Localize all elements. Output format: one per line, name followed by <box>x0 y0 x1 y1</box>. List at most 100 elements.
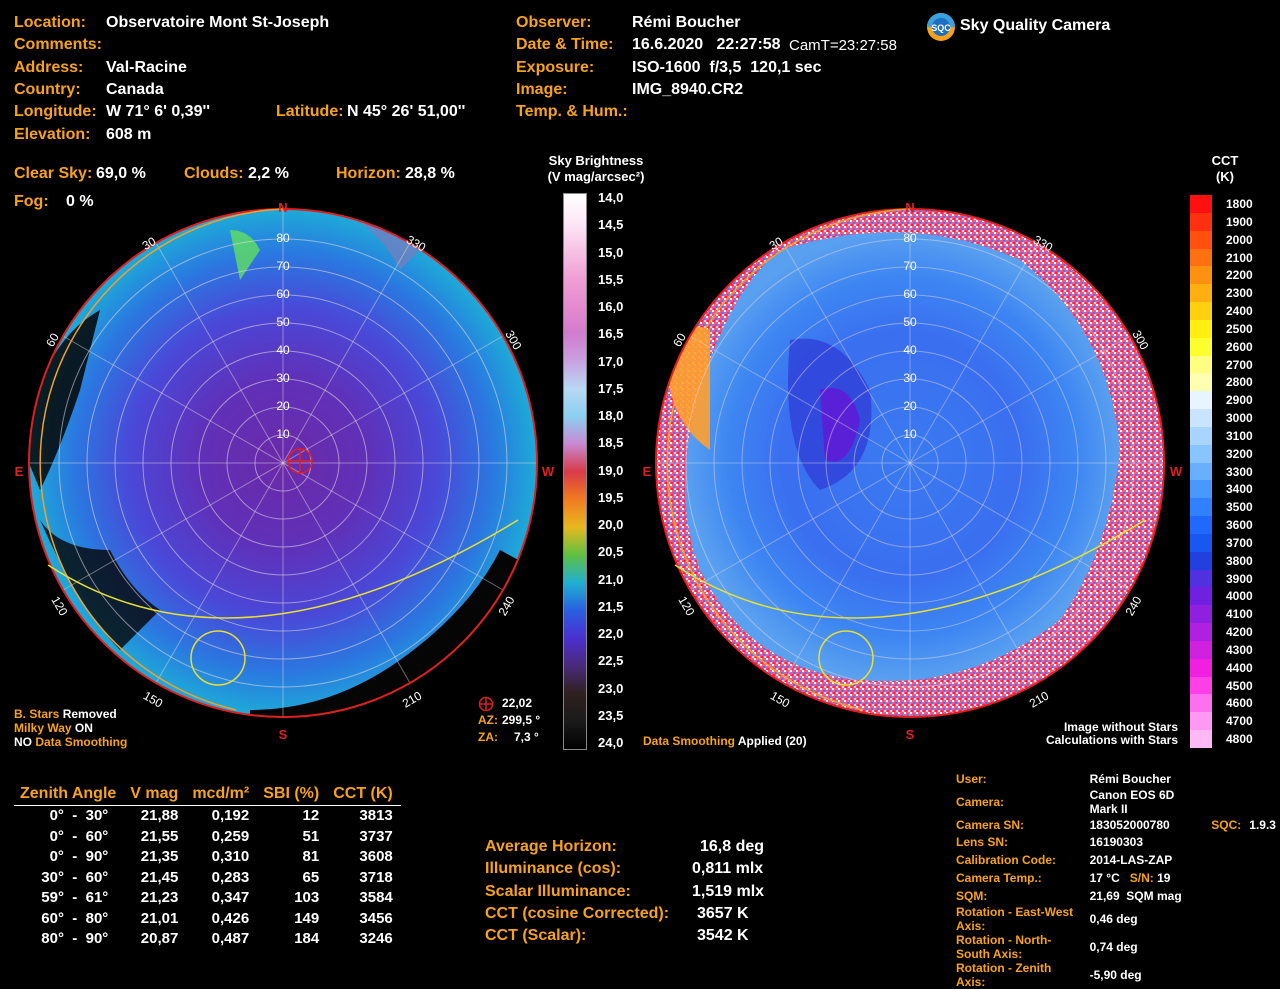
camera-label: Camera: <box>956 794 1005 809</box>
table-cell: 0,310 <box>211 848 250 865</box>
comments-label: Comments: <box>14 36 103 53</box>
cct-tick: 4600 <box>1226 696 1253 711</box>
cct-north-label: N <box>905 200 914 215</box>
cct-tick: 2500 <box>1226 321 1253 336</box>
azimuth-spokes <box>29 209 537 717</box>
summary-label: Scalar Illuminance: <box>485 883 631 900</box>
cct-ring-labels: 80 70 60 50 40 30 20 10 <box>903 231 917 441</box>
cct-color-block <box>1190 391 1212 410</box>
zenith-angle-table: Zenith Angle V mag mcd/m² SBI (%) CCT (K) 0°… <box>14 783 401 950</box>
table-cell: 59° - 61° <box>41 889 109 906</box>
zenith-table-header-cell: Zenith Angle <box>14 783 125 806</box>
cct-color-block <box>1190 533 1212 553</box>
rotation-ew-label: Rotation - East-West Axis: <box>956 904 1074 933</box>
table-cell: 103 <box>294 889 320 906</box>
address-label: Address: <box>14 59 84 76</box>
table-cell: 60° - 80° <box>41 909 109 927</box>
cct-tick: 2800 <box>1226 375 1253 390</box>
cct-tick: 2700 <box>1226 357 1253 372</box>
cct-tick: 1800 <box>1226 197 1253 211</box>
cct-color-block <box>1190 480 1212 499</box>
cct-map: 80 70 60 50 40 30 20 10 N S E W 30 60 12… <box>643 200 1183 742</box>
brightness-ticks: 14,0 14,5 15,0 15,5 16,0 16,5 17,0 17,5 18,0 18,5… <box>598 190 638 750</box>
user-value: Rémi Boucher <box>1089 771 1171 786</box>
brightness-unit: (V mag/arcsec²) <box>547 169 645 184</box>
clear-sky-value: 69,0 % <box>96 165 146 182</box>
cct-color-block <box>1190 623 1212 642</box>
zenith-table-header-cell: CCT (K) <box>327 783 401 806</box>
observer-value: Rémi Boucher <box>632 14 741 31</box>
az-label-150: 150 <box>141 688 166 710</box>
summary-label: Illuminance (cos): <box>485 860 622 877</box>
cct-tick: 3200 <box>1226 446 1253 461</box>
cct-tick: 2000 <box>1226 232 1253 247</box>
cct-color-block <box>1190 462 1212 481</box>
table-cell: 3737 <box>359 827 393 845</box>
logo-text: Sky Quality Camera <box>960 17 1111 34</box>
clouds-label: Clouds: <box>184 165 244 182</box>
cct-ring-label-50: 50 <box>903 315 917 329</box>
table-cell: 20,87 <box>140 930 179 947</box>
cct-azimuth-spokes <box>656 209 1164 717</box>
cct-color-block <box>1190 551 1212 571</box>
datetime-value: 16.6.2020 22:27:58 <box>632 36 781 53</box>
moon-marker <box>190 630 246 686</box>
zenith-table-header-cell: mcd/m² <box>186 783 258 806</box>
cct-color-block <box>1190 640 1212 660</box>
location-label: Location: <box>14 14 86 31</box>
table-cell: 21,88 <box>140 807 179 824</box>
az-value: 299,5 ° <box>502 713 541 727</box>
cct-tick: 4800 <box>1226 732 1253 747</box>
logo-badge-text: SQC <box>931 23 951 33</box>
cct-color-block <box>1190 266 1212 285</box>
brightness-tick: 17,5 <box>598 380 624 396</box>
summary-label: CCT (cosine Corrected): <box>485 905 670 922</box>
camera-sn-value: 183052000780 <box>1089 817 1170 832</box>
cct-color-block <box>1190 373 1212 392</box>
brightness-tick: 24,0 <box>598 735 624 750</box>
cct-tick: 3500 <box>1226 500 1253 515</box>
cct-east-label: E <box>643 464 652 479</box>
note-b-2: Data Smoothing <box>35 735 128 749</box>
table-cell: 3608 <box>359 848 393 865</box>
summary-value: 3657 K <box>697 905 749 922</box>
brightness-scale-title: Sky Brightness (V mag/arcsec²) <box>546 153 646 185</box>
horizon-label: Horizon: <box>336 165 401 182</box>
cct-coolest-zone <box>820 388 860 462</box>
country-value: Canada <box>106 81 164 98</box>
cct-tick: 4200 <box>1226 625 1253 640</box>
brightness-tick: 15,5 <box>598 271 624 287</box>
table-row: 0° - 60° 21,55 0,259 51 3737 <box>14 827 401 848</box>
cct-tick: 3000 <box>1226 411 1253 426</box>
zenith-table-header-cell: V mag <box>124 783 187 806</box>
cct-title: CCT <box>1211 153 1239 168</box>
ring-label-20: 20 <box>276 399 290 413</box>
cct-color-block <box>1190 498 1212 517</box>
brightness-tick: 15,0 <box>598 244 624 260</box>
note-b-0: Removed <box>59 707 117 721</box>
rotation-zenith-value: -5,90 deg <box>1089 967 1142 982</box>
az-label-210: 210 <box>400 688 425 710</box>
cct-colorbar <box>1190 195 1212 749</box>
cct-ring-label-10: 10 <box>903 427 917 441</box>
longitude-label: Longitude: <box>14 103 97 120</box>
ring-label-30: 30 <box>276 371 290 385</box>
cct-color-block <box>1190 195 1212 214</box>
camera-temp-label: Camera Temp.: <box>956 871 1042 886</box>
table-cell: 21,35 <box>140 848 179 865</box>
table-row: 59° - 61° 21,23 0,347 103 3584 <box>14 888 401 909</box>
table-cell: 0° - 60° <box>49 827 109 845</box>
cct-tick: 3700 <box>1226 535 1253 550</box>
table-cell: 0,259 <box>211 827 250 845</box>
altitude-rings <box>58 238 508 688</box>
cct-color-block <box>1190 516 1212 535</box>
exposure-label: Exposure: <box>516 59 595 76</box>
ring-label-80: 80 <box>276 231 290 245</box>
cct-color-block <box>1190 730 1212 749</box>
sqc-version-label: SQC: <box>1211 817 1242 832</box>
table-cell: 3584 <box>359 889 393 906</box>
brightness-colorbar <box>563 193 587 750</box>
north-label: N <box>278 200 287 215</box>
table-row: 0° - 30° 21,88 0,192 12 3813 <box>14 806 401 827</box>
az-label: AZ: <box>478 713 498 727</box>
